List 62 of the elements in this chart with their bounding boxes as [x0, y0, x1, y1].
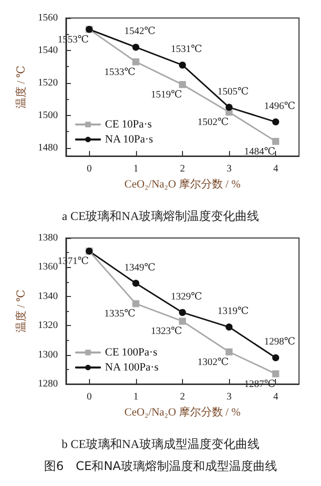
x-tick-label: 0: [86, 392, 92, 402]
data-label: 1531℃: [170, 44, 202, 56]
legend-label: NA 100Pa·s: [105, 362, 158, 374]
x-tick-label: 4: [273, 164, 278, 174]
data-label: 1335℃: [104, 308, 136, 320]
data-label: 1329℃: [170, 291, 202, 302]
y-tick-label: 1560: [38, 12, 58, 24]
y-axis-title: 温度 / ℃: [14, 66, 28, 108]
point: [226, 104, 233, 111]
y-tick-label: 1300: [38, 349, 58, 360]
x-tick-label: 1: [133, 164, 138, 174]
y-tick-label: 1380: [38, 232, 58, 244]
point: [272, 370, 280, 378]
x-axis-title: CeO₂/Na₂O 摩尔分数 / %: [124, 405, 241, 418]
data-label: 1298℃: [264, 336, 296, 348]
point: [132, 300, 140, 308]
x-tick-label: 3: [226, 164, 232, 174]
data-label: 1533℃: [104, 66, 136, 78]
data-label: 1302℃: [197, 356, 229, 368]
x-tick-label: 1: [133, 392, 138, 402]
data-label: 1505℃: [217, 86, 249, 98]
data-label: 1502℃: [197, 117, 229, 128]
x-tick-label: 3: [226, 392, 232, 402]
text: b CE玻璃和NA玻璃成型温度变化曲线: [62, 437, 260, 451]
data-label: 1496℃: [264, 100, 296, 112]
x-tick-label: 2: [180, 392, 185, 402]
point: [226, 324, 233, 331]
y-tick-label: 1320: [38, 320, 58, 332]
point: [178, 62, 186, 69]
caption: 图6 CE和NA玻璃熔制温度和成型温度曲线: [44, 459, 277, 473]
point: [132, 280, 140, 287]
y-tick-label: 1360: [38, 262, 58, 273]
point: [178, 81, 186, 88]
point: [132, 58, 140, 66]
y-tick-label: 1520: [38, 77, 58, 88]
data-label: 1319℃: [217, 306, 249, 318]
point: [178, 318, 186, 325]
data-label: 1484℃: [244, 146, 276, 158]
point: [178, 308, 186, 316]
point: [226, 348, 233, 356]
data-label: 1542℃: [124, 26, 156, 38]
y-tick-label: 1340: [38, 290, 58, 302]
data-label: 1519℃: [150, 90, 182, 101]
y-tick-label: 1500: [38, 110, 58, 121]
legend-label: CE 10Pa·s: [105, 118, 152, 130]
y-tick-label: 1480: [38, 142, 58, 154]
y-tick-label: 1540: [38, 44, 58, 56]
point: [272, 138, 280, 145]
point: [272, 118, 280, 126]
point: [132, 44, 140, 51]
y-tick-label: 1280: [38, 378, 58, 390]
x-axis-title: CeO₂/Na₂O 摩尔分数 / %: [124, 177, 241, 190]
y-axis-title: 温度 / ℃: [14, 290, 28, 332]
data-label: 1323℃: [150, 326, 182, 338]
point: [272, 354, 280, 362]
x-tick-label: 4: [273, 392, 278, 402]
data-label: 1349℃: [124, 262, 156, 274]
legend-label: CE 100Pa·s: [105, 346, 158, 358]
x-tick-label: 2: [180, 164, 185, 174]
x-tick-label: 0: [86, 164, 92, 174]
legend-label: NA 10Pa·s: [105, 134, 153, 146]
text: a CE玻璃和NA玻璃熔制温度变化曲线: [62, 209, 260, 223]
